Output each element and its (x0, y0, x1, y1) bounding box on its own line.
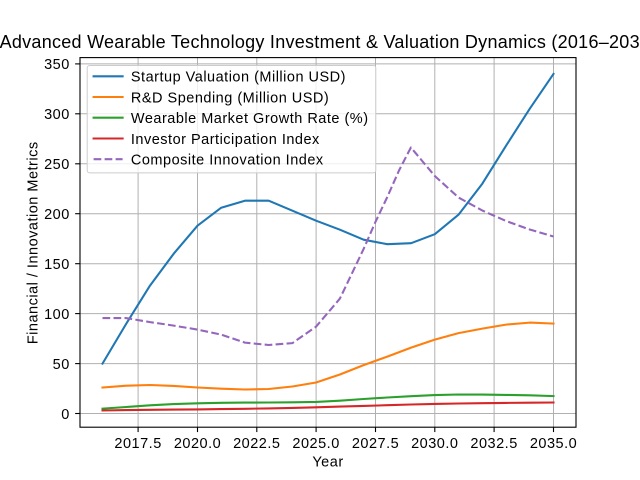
svg-text:2020.0: 2020.0 (174, 436, 221, 452)
svg-text:Financial / Innovation Metrics: Financial / Innovation Metrics (25, 141, 41, 344)
svg-text:Investor Participation Index: Investor Participation Index (131, 132, 320, 148)
svg-text:100: 100 (44, 307, 70, 323)
svg-text:2035.0: 2035.0 (530, 436, 577, 452)
svg-text:R&D Spending (Million USD): R&D Spending (Million USD) (131, 90, 329, 106)
svg-text:Advanced Wearable Technology I: Advanced Wearable Technology Investment … (0, 32, 640, 52)
svg-text:2025.0: 2025.0 (292, 436, 339, 452)
svg-text:2030.0: 2030.0 (411, 436, 458, 452)
svg-text:2027.5: 2027.5 (352, 436, 399, 452)
svg-text:2022.5: 2022.5 (233, 436, 280, 452)
svg-text:2032.5: 2032.5 (470, 436, 517, 452)
svg-text:Composite Innovation Index: Composite Innovation Index (131, 153, 324, 169)
svg-text:Startup Valuation (Million USD: Startup Valuation (Million USD) (131, 70, 346, 86)
svg-text:200: 200 (44, 207, 70, 223)
svg-text:250: 250 (44, 157, 70, 173)
svg-text:Year: Year (312, 455, 343, 471)
svg-text:350: 350 (44, 57, 70, 73)
svg-text:50: 50 (53, 357, 70, 373)
svg-text:Wearable Market Growth Rate (%: Wearable Market Growth Rate (%) (131, 111, 369, 127)
svg-text:0: 0 (61, 407, 70, 423)
svg-text:2017.5: 2017.5 (114, 436, 161, 452)
svg-text:300: 300 (44, 107, 70, 123)
svg-text:150: 150 (44, 257, 70, 273)
